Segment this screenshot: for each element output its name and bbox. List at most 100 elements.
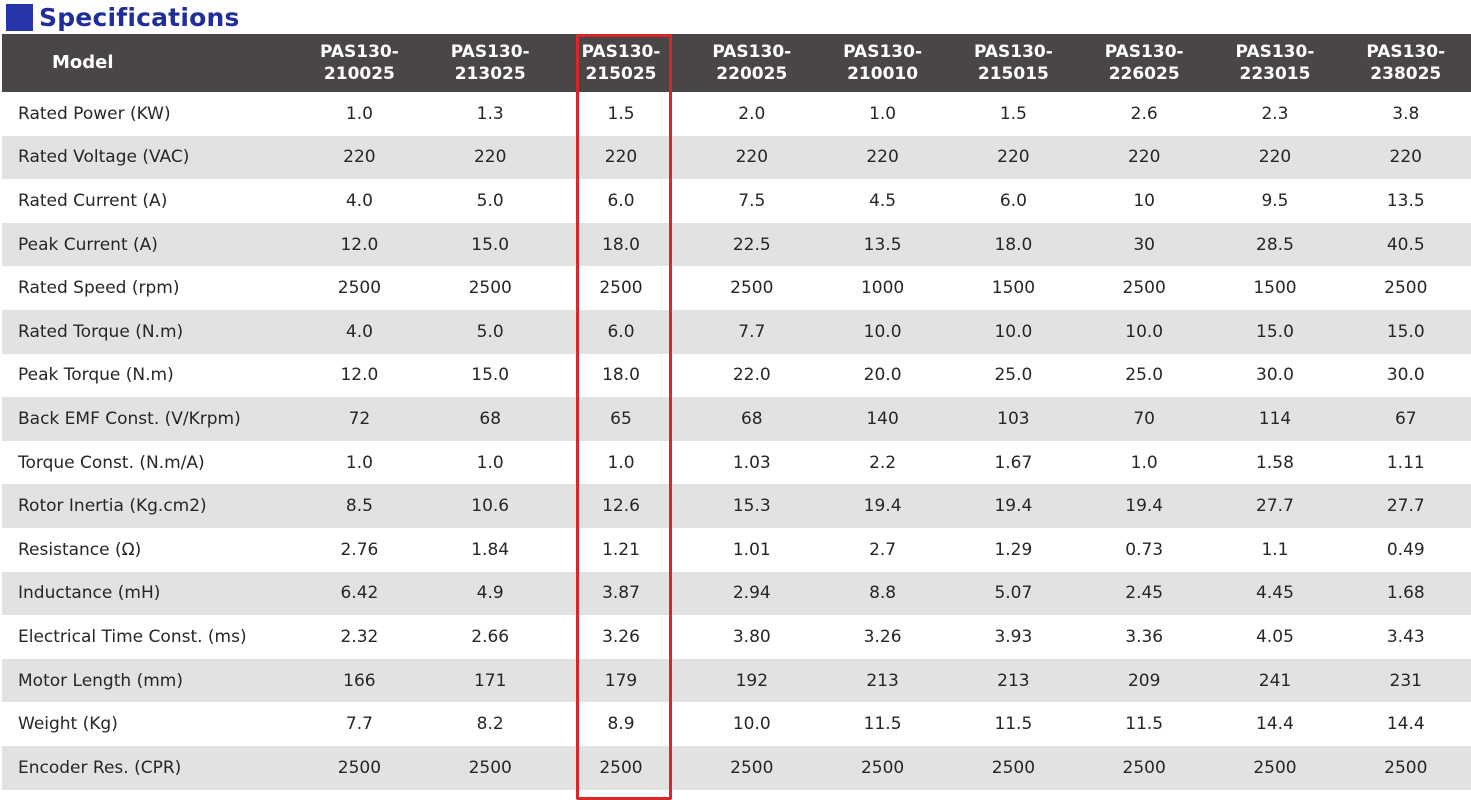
table-cell: 1.0 [345, 103, 373, 124]
table-cell: 0.73 [1125, 539, 1164, 560]
table-cell: 209 [1127, 670, 1161, 691]
table-row: Electrical Time Const. (ms) 2.32 2.66 3.26 3… [2, 615, 1471, 659]
row-label: Resistance (Ω) [18, 539, 142, 560]
model-header-label: Model [52, 52, 114, 73]
table-cell: 5.07 [994, 583, 1033, 604]
model-header-pas130-226025: PAS130- 226025 [1079, 34, 1210, 92]
table-cell: 14.4 [1256, 714, 1294, 735]
model-name-line2: 215025 [585, 64, 657, 84]
table-cell: 4.9 [476, 583, 504, 604]
table-cell: 213 [997, 670, 1030, 691]
table-cell: 2.76 [340, 539, 379, 560]
table-cell: 140 [866, 408, 899, 429]
table-cell: 22.0 [732, 365, 771, 386]
table-cell: 65 [610, 408, 632, 429]
table-cell: 14.4 [1386, 714, 1425, 735]
model-name-line1: PAS130- [1366, 42, 1446, 62]
table-cell: 3.87 [602, 583, 640, 604]
table-cell: 15.0 [1256, 321, 1294, 342]
table-cell: 3.43 [1386, 626, 1425, 647]
table-cell: 2.6 [1130, 103, 1158, 124]
table-cell: 10.0 [994, 321, 1033, 342]
table-row: Rated Power (KW) 1.0 1.3 1.5 2.0 1.0 1.5 2.6 2.3… [2, 92, 1471, 136]
table-cell: 1.0 [869, 103, 897, 124]
table-cell: 2500 [1122, 278, 1166, 299]
table-cell: 28.5 [1256, 234, 1294, 255]
table-cell: 1.03 [732, 452, 771, 473]
model-header-pas130-210025: PAS130- 210025 [294, 34, 425, 92]
table-cell: 11.5 [863, 714, 902, 735]
table-cell: 2500 [468, 278, 512, 299]
table-cell: 220 [1258, 147, 1292, 168]
table-row: Encoder Res. (CPR) 2500 2500 2500 2500 2500 25… [2, 745, 1471, 790]
model-name-line1: PAS130- [581, 42, 661, 62]
table-cell: 1.0 [607, 452, 635, 473]
row-label: Peak Current (A) [18, 234, 158, 255]
table-cell: 0.49 [1386, 539, 1425, 560]
table-cell: 4.0 [345, 321, 373, 342]
table-cell: 15.0 [1386, 321, 1425, 342]
table-cell: 15.3 [732, 496, 771, 517]
table-cell: 2.66 [471, 626, 510, 647]
model-name-line1: PAS130- [1104, 42, 1184, 62]
table-cell: 3.80 [732, 626, 771, 647]
table-cell: 2500 [337, 278, 382, 299]
table-cell: 1.21 [602, 539, 640, 560]
table-cell: 220 [997, 147, 1030, 168]
table-cell: 10.0 [732, 714, 771, 735]
table-cell: 4.05 [1256, 626, 1294, 647]
table-cell: 8.2 [476, 714, 504, 735]
table-cell: 1.0 [476, 452, 504, 473]
model-name-line1: PAS130- [450, 42, 530, 62]
table-cell: 18.0 [602, 365, 640, 386]
table-cell: 220 [1127, 147, 1161, 168]
table-cell: 220 [866, 147, 899, 168]
model-name-line1: PAS130- [712, 42, 792, 62]
table-cell: 19.4 [1125, 496, 1164, 517]
table-cell: 27.7 [1256, 496, 1294, 517]
model-name-line1: PAS130- [843, 42, 922, 62]
table-cell: 2500 [730, 278, 774, 299]
model-name-line2: 213025 [454, 64, 526, 84]
row-label: Rated Torque (N.m) [18, 321, 184, 342]
table-row: Weight (Kg) 7.7 8.2 8.9 10.0 11.5 11.5 11.5 14.4… [2, 702, 1471, 746]
model-name-line1: PAS130- [319, 42, 399, 62]
table-cell: 1.67 [994, 452, 1033, 473]
table-cell: 179 [604, 670, 638, 691]
table-cell: 22.5 [732, 234, 771, 255]
table-cell: 2500 [1384, 278, 1428, 299]
table-cell: 19.4 [994, 496, 1033, 517]
table-row: Motor Length (mm) 166 171 179 192 213 213 209 24… [2, 658, 1471, 703]
header-row: Model PAS130- 210025 PAS130- 213025 PAS130- 2… [2, 34, 1471, 92]
table-cell: 1.5 [999, 103, 1027, 124]
row-label: Weight (Kg) [18, 714, 118, 735]
table-cell: 3.26 [602, 626, 640, 647]
table-cell: 18.0 [994, 234, 1033, 255]
table-cell: 2500 [991, 757, 1036, 778]
row-label: Torque Const. (N.m/A) [18, 452, 205, 473]
table-cell: 67 [1394, 408, 1417, 429]
table-cell: 220 [735, 147, 769, 168]
table-cell: 4.5 [869, 190, 897, 211]
table-cell: 1.84 [471, 539, 510, 560]
table-cell: 7.7 [345, 714, 373, 735]
table-cell: 2500 [468, 757, 512, 778]
model-name-line2: 210025 [323, 64, 395, 84]
row-label: Rated Current (A) [18, 190, 168, 211]
table-row: Rated Torque (N.m) 4.0 5.0 6.0 7.7 10.0 10.0 10… [2, 309, 1471, 354]
table-cell: 220 [343, 147, 376, 168]
model-header-pas130-220025: PAS130- 220025 [686, 34, 817, 92]
table-cell: 11.5 [994, 714, 1033, 735]
table-cell: 2.2 [869, 452, 897, 473]
table-cell: 2.3 [1261, 103, 1289, 124]
table-cell: 171 [473, 670, 507, 691]
model-name-line2: 210010 [847, 64, 919, 84]
table-row: Resistance (Ω) 2.76 1.84 1.21 1.01 2.7 1.29 0.7… [2, 527, 1471, 572]
model-name-line2: 220025 [716, 64, 788, 84]
table-cell: 11.5 [1125, 714, 1164, 735]
table-cell: 192 [735, 670, 769, 691]
table-cell: 1.58 [1256, 452, 1294, 473]
table-cell: 1.3 [476, 103, 504, 124]
table-cell: 6.0 [999, 190, 1027, 211]
table-cell: 1000 [860, 278, 905, 299]
